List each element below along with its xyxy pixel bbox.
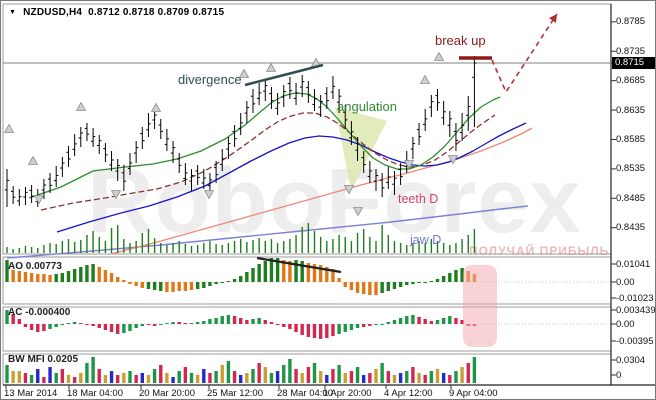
- annotation-break-up: break up: [435, 33, 486, 48]
- annotation-angulation: angulation: [337, 99, 397, 114]
- annotation-teeth-d: teeth D: [398, 192, 439, 206]
- annotation-divergence: divergence: [178, 72, 242, 87]
- symbol-dropdown-icon[interactable]: ▼: [9, 9, 17, 16]
- current-price-label: 0.8715: [612, 57, 655, 69]
- annotation-jaw-d: jaw D: [410, 233, 442, 247]
- ao-indicator-label: AO 0.00773: [8, 261, 62, 272]
- bwmfi-indicator-label: BW MFI 0.0205: [8, 354, 79, 365]
- symbol-period-label: NZDUSD,H4: [23, 7, 83, 18]
- time-axis[interactable]: [1, 385, 611, 399]
- ac-indicator-label: AC -0.000400: [8, 307, 71, 318]
- ohlc-readout: 0.8712 0.8718 0.8709 0.8715: [88, 7, 225, 18]
- chart-title: ▼ NZDUSD,H4 0.8712 0.8718 0.8709 0.8715: [9, 7, 224, 18]
- watermark-brand: RoboForex: [87, 150, 582, 252]
